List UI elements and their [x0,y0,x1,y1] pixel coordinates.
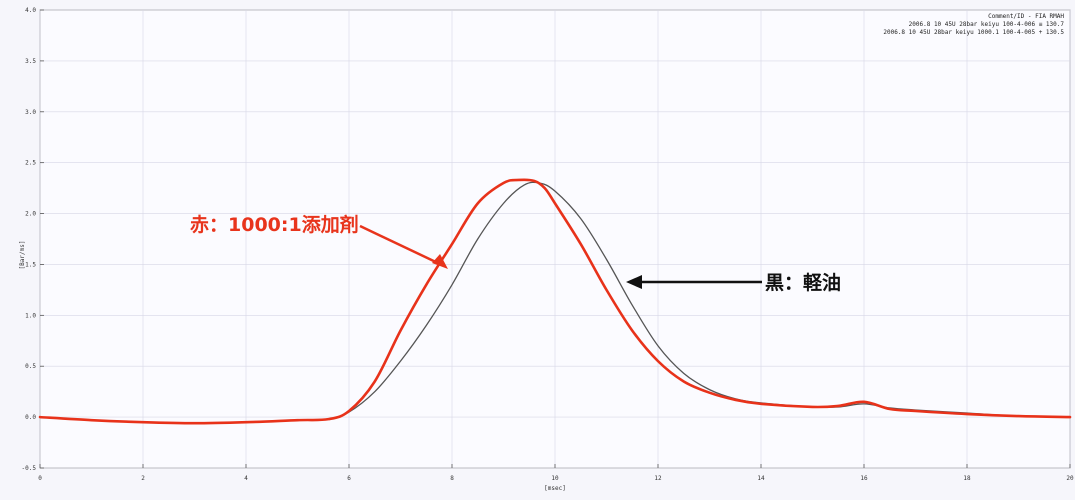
grid [39,9,1071,469]
red-annotation-arrow [359,224,448,269]
x-tick-label: 8 [450,475,454,482]
x-tick-label: 16 [860,475,868,482]
header-line-1: Comment/ID - FIA RMAH [988,13,1064,20]
y-tick-label: 3.0 [25,109,36,116]
red-series-annotation: 赤：1000:1添加剤 [190,213,359,236]
x-tick-label: 6 [347,475,351,482]
series-line-red [38,178,1072,425]
black-series-annotation: 黒：軽油 [765,272,841,294]
x-tick-label: 14 [757,475,765,482]
y-tick-label: -0.5 [22,465,37,472]
y-tick-label: 2.5 [25,160,36,167]
y-tick-label: 3.5 [25,58,36,65]
x-tick-label: 10 [551,475,559,482]
y-axis-label: [Bar/ms] [19,241,26,270]
x-tick-label: 18 [963,475,971,482]
series-layer [38,178,1072,425]
y-tick-label: 4.0 [25,7,36,14]
y-tick-label: 1.0 [25,312,36,319]
x-axis-label: [msec] [544,485,566,492]
black-annotation-arrow [626,275,762,289]
axis-ticks: 0 2 4 6 8 10 12 14 16 18 20 -0.5 0.0 0.5 1.0 1.5 2.0 2.5 3… [22,7,1074,482]
y-tick-label: 2.0 [25,211,36,218]
y-tick-label: 0.5 [25,363,36,370]
x-tick-label: 2 [141,475,145,482]
header-line-2: 2006.8 10 45U 28bar keiyu 100-4-006 ≡ 13… [909,21,1065,28]
header-line-3: 2006.8 10 45U 28bar keiyu 1000.1 100-4-0… [883,29,1064,36]
x-tick-label: 12 [654,475,662,482]
x-tick-label: 0 [38,475,42,482]
y-tick-label: 1.5 [25,261,36,268]
x-tick-label: 20 [1066,475,1074,482]
x-tick-label: 4 [244,475,248,482]
y-tick-label: 0.0 [25,414,36,421]
